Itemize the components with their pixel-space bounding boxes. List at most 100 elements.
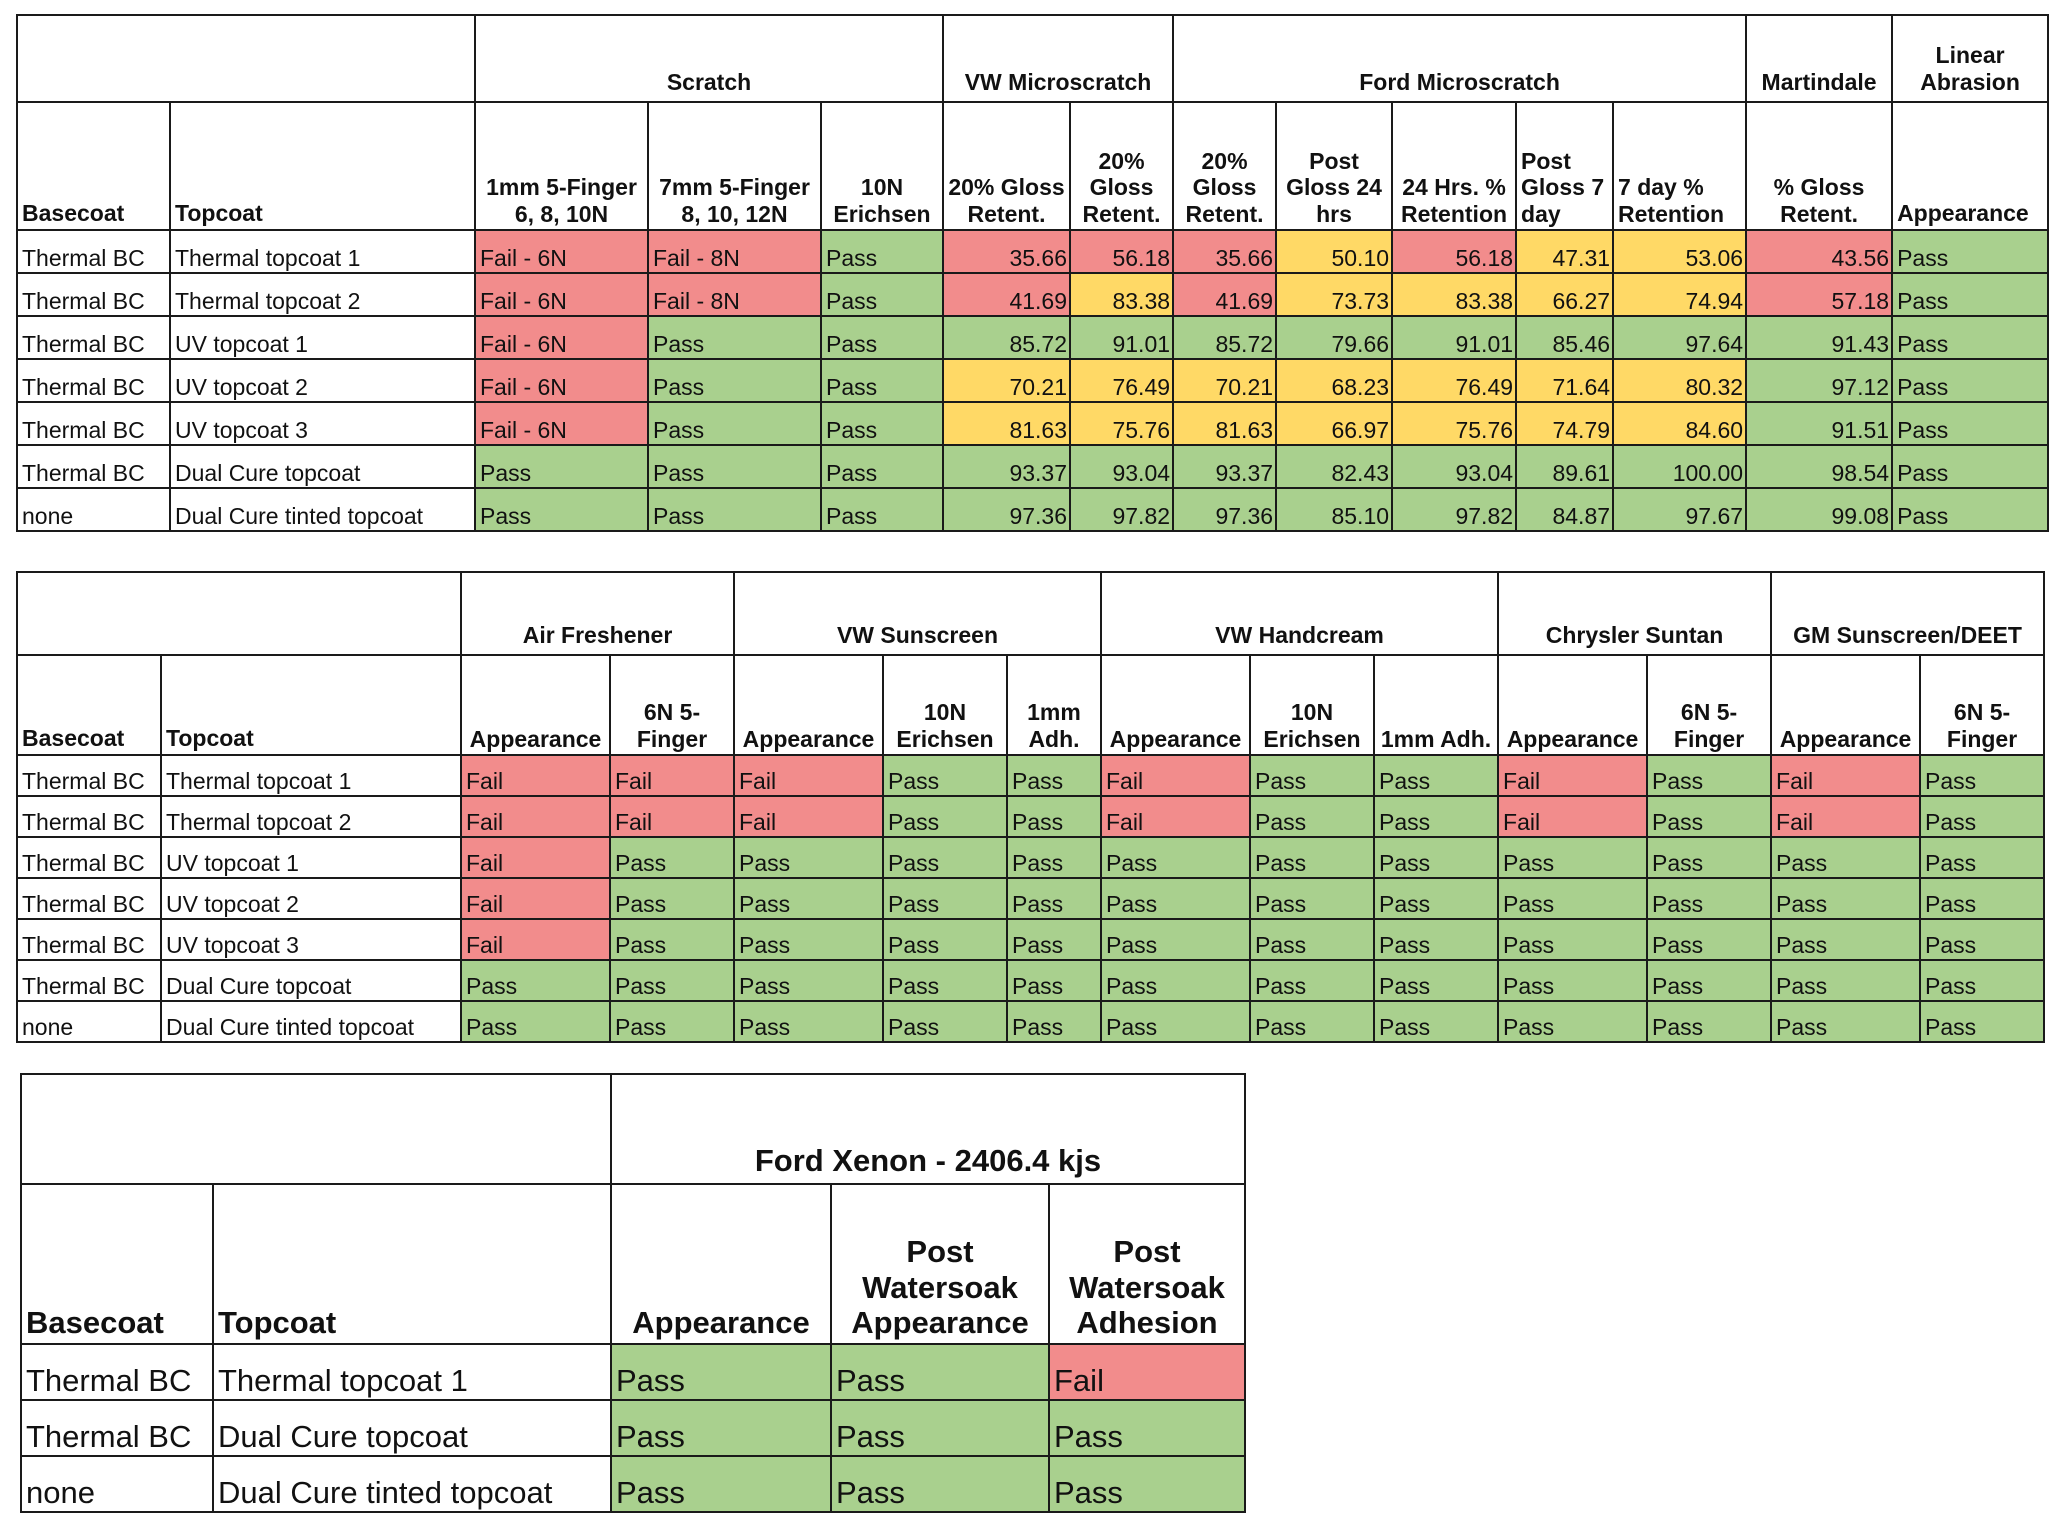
- result-cell: 93.37: [942, 444, 1072, 489]
- result-cell: Pass: [882, 959, 1008, 1002]
- result-cell: Pass: [610, 1399, 832, 1457]
- group-header-scratch: Scratch: [473, 14, 945, 103]
- result-cell: Fail: [1048, 1343, 1246, 1401]
- result-cell: 91.51: [1745, 401, 1894, 446]
- column-header: 24 Hrs. % Retention: [1391, 101, 1518, 231]
- result-cell: Pass: [882, 918, 1008, 961]
- result-cell: Pass: [1372, 795, 1500, 838]
- result-cell: Fail: [460, 918, 611, 961]
- table-row: Thermal BC UV topcoat 2 Fail Pass Pass Pass Pa…: [16, 877, 2046, 920]
- column-header: Appearance: [733, 654, 884, 756]
- result-cell: Pass: [733, 918, 884, 961]
- topcoat-cell: Dual Cure topcoat: [169, 444, 476, 489]
- column-header: 20% Gloss Retent.: [1172, 101, 1278, 231]
- result-cell: Pass: [610, 1455, 832, 1513]
- xenon-weathering-table: Ford Xenon - 2406.4 kjs Basecoat Topcoat…: [20, 1073, 1246, 1513]
- result-cell: 84.87: [1515, 487, 1615, 532]
- column-header: 10N Erichsen: [819, 101, 945, 231]
- result-cell: Pass: [733, 1000, 884, 1043]
- result-cell: Pass: [647, 358, 822, 403]
- result-cell: Pass: [609, 836, 735, 879]
- topcoat-cell: Dual Cure tinted topcoat: [212, 1455, 612, 1513]
- column-header: Post Watersoak Appearance: [830, 1183, 1050, 1345]
- basecoat-cell: Thermal BC: [16, 229, 171, 274]
- result-cell: Pass: [1006, 836, 1102, 879]
- table-row: Thermal BC Thermal topcoat 1 Pass Pass Fail: [20, 1343, 1246, 1401]
- result-cell: Pass: [733, 836, 884, 879]
- result-cell: Pass: [1249, 918, 1375, 961]
- result-cell: 97.36: [1172, 487, 1278, 532]
- topcoat-cell: UV topcoat 3: [169, 401, 476, 446]
- result-cell: Pass: [1372, 959, 1500, 1002]
- column-header: 6N 5-Finger: [1646, 654, 1773, 756]
- result-cell: Pass: [1249, 795, 1375, 838]
- result-cell: Pass: [1919, 795, 2046, 838]
- table-row: Thermal BC Dual Cure topcoat Pass Pass Pass 9…: [16, 444, 2050, 489]
- result-cell: Fail: [460, 795, 611, 838]
- result-cell: 93.04: [1069, 444, 1175, 489]
- result-cell: 35.66: [942, 229, 1072, 274]
- table-row: Thermal BC Dual Cure topcoat Pass Pass Pass: [20, 1399, 1246, 1457]
- result-cell: 41.69: [942, 272, 1072, 317]
- column-header: Post Gloss 7 day: [1515, 101, 1615, 231]
- result-cell: 80.32: [1612, 358, 1748, 403]
- basecoat-cell: Thermal BC: [16, 836, 162, 879]
- result-cell: Pass: [1919, 836, 2046, 879]
- result-cell: 82.43: [1275, 444, 1394, 489]
- result-cell: Pass: [882, 836, 1008, 879]
- result-cell: Pass: [1006, 754, 1102, 797]
- column-header: 6N 5-Finger: [609, 654, 735, 756]
- column-header-row: Basecoat Topcoat Appearance 6N 5-Finger …: [16, 654, 2046, 756]
- column-header: Appearance: [1497, 654, 1649, 756]
- column-header: 1mm 5-Finger 6, 8, 10N: [474, 101, 649, 231]
- result-cell: 93.04: [1391, 444, 1518, 489]
- result-cell: Fail: [733, 754, 884, 797]
- result-cell: Pass: [460, 959, 611, 1002]
- column-header-row: Basecoat Topcoat 1mm 5-Finger 6, 8, 10N …: [16, 101, 2050, 231]
- result-cell: Fail: [460, 836, 611, 879]
- group-header-chrysler-suntan: Chrysler Suntan: [1497, 571, 1773, 656]
- basecoat-cell: Thermal BC: [16, 795, 162, 838]
- result-cell: 97.64: [1612, 315, 1748, 360]
- result-cell: Pass: [830, 1399, 1050, 1457]
- topcoat-cell: Thermal topcoat 1: [160, 754, 462, 797]
- result-cell: Pass: [733, 959, 884, 1002]
- table-row: none Dual Cure tinted topcoat Pass Pass Pass…: [16, 487, 2050, 532]
- result-cell: Pass: [1006, 795, 1102, 838]
- column-header: Topcoat: [160, 654, 462, 756]
- result-cell: Fail: [1770, 795, 1922, 838]
- result-cell: Fail - 8N: [647, 272, 822, 317]
- table-row: Thermal BC Thermal topcoat 1 Fail Fail Fail P…: [16, 754, 2046, 797]
- result-cell: Pass: [1497, 918, 1649, 961]
- result-cell: Pass: [882, 877, 1008, 920]
- group-header-vw-handcream: VW Handcream: [1099, 571, 1500, 656]
- result-cell: Pass: [1372, 877, 1500, 920]
- basecoat-cell: Thermal BC: [16, 272, 171, 317]
- column-header: % Gloss Retent.: [1745, 101, 1894, 231]
- topcoat-cell: Thermal topcoat 1: [212, 1343, 612, 1401]
- topcoat-cell: Dual Cure tinted topcoat: [160, 1000, 462, 1043]
- result-cell: 81.63: [942, 401, 1072, 446]
- result-cell: Pass: [1249, 754, 1375, 797]
- result-cell: Pass: [1919, 877, 2046, 920]
- result-cell: 74.94: [1612, 272, 1748, 317]
- result-cell: 57.18: [1745, 272, 1894, 317]
- result-cell: 91.01: [1391, 315, 1518, 360]
- group-header-air-freshener: Air Freshener: [460, 571, 735, 656]
- topcoat-cell: UV topcoat 2: [160, 877, 462, 920]
- group-header-ford-xenon: Ford Xenon - 2406.4 kjs: [610, 1073, 1246, 1185]
- column-header: 10N Erichsen: [882, 654, 1008, 756]
- group-header-vw-microscratch: VW Microscratch: [942, 14, 1175, 103]
- result-cell: Fail - 6N: [474, 315, 649, 360]
- result-cell: Pass: [1100, 1000, 1251, 1043]
- result-cell: 83.38: [1391, 272, 1518, 317]
- result-cell: Pass: [1891, 487, 2050, 532]
- result-cell: Fail - 6N: [474, 401, 649, 446]
- table-row: Thermal BC Thermal topcoat 1 Fail - 6N Fail…: [16, 229, 2050, 274]
- result-cell: 68.23: [1275, 358, 1394, 403]
- result-cell: Fail: [460, 877, 611, 920]
- result-cell: 76.49: [1069, 358, 1175, 403]
- result-cell: Pass: [819, 487, 945, 532]
- result-cell: Pass: [1249, 836, 1375, 879]
- column-header: 20% Gloss Retent.: [942, 101, 1072, 231]
